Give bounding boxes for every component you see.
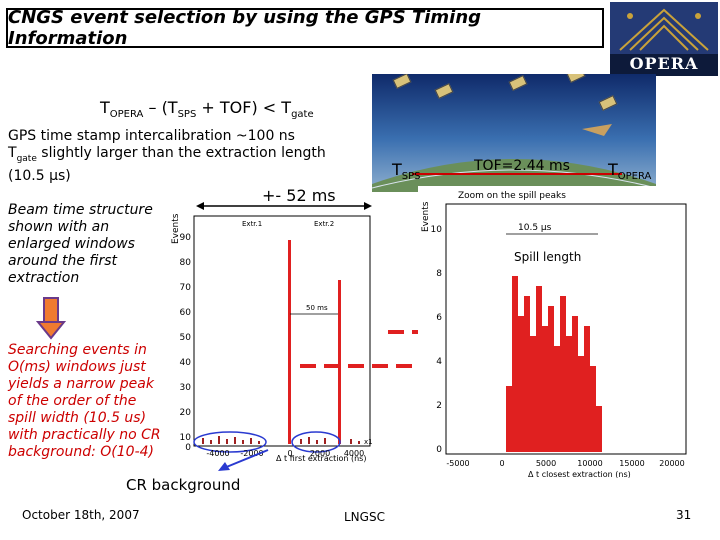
tsps-label: TSPS: [392, 160, 421, 183]
topera-label: TOPERA: [608, 160, 652, 183]
x-tick: -2000: [240, 449, 263, 458]
y-tick: 0: [436, 445, 442, 455]
x-tick: 10000: [577, 459, 602, 468]
x-tick: 15000: [619, 459, 644, 468]
extr2-label: Extr.2: [314, 220, 334, 228]
slide-title: CNGS event selection by using the GPS Ti…: [6, 7, 604, 49]
beam-path-graphic: [372, 74, 656, 192]
ms50-label: 50 ms: [306, 304, 328, 312]
logo-text: OPERA: [629, 54, 699, 73]
extraction-peak-bar: [338, 280, 341, 444]
x-tick: 20000: [659, 459, 684, 468]
spill-histogram: [506, 276, 602, 452]
x-tick: -4000: [206, 449, 229, 458]
beam-structure-text: Beam time structure shown with an enlarg…: [8, 202, 153, 286]
page-number: 31: [676, 508, 692, 522]
first-extraction-plot: Events 90 80 70 60 50 40 30 20 10 0 Extr…: [168, 210, 380, 463]
y-tick: 90: [180, 233, 192, 243]
y-tick: 0: [185, 443, 191, 453]
y-tick: 2: [436, 401, 442, 411]
annot-label: 10.5 μs: [518, 223, 552, 233]
left-yticks: 90 80 70 60 50 40 30 20 10 0: [180, 233, 192, 453]
x-tick: 0: [287, 449, 292, 458]
x-tick: 2000: [310, 449, 330, 458]
down-arrow-icon: [36, 297, 66, 340]
x-tick: 4000: [344, 449, 364, 458]
y-tick: 80: [180, 258, 192, 268]
spill-length-label: Spill length: [514, 250, 582, 264]
opera-logo: OPERA: [610, 2, 718, 76]
zoom-plot-title: Zoom on the spill peaks: [458, 191, 566, 201]
footer-date: October 18th, 2007: [22, 508, 140, 522]
search-description: Searching events in O(ms) windows just y…: [8, 342, 161, 460]
y-tick: 4: [436, 357, 442, 367]
y-tick: 10: [180, 433, 192, 443]
cr-arrow-icon: [218, 449, 269, 471]
right-ylabel: Events: [421, 201, 431, 232]
y-tick: 60: [180, 308, 192, 318]
window-label: +- 52 ms: [262, 186, 336, 205]
extraction-peak-bar: [288, 240, 291, 444]
x-tick: -5000: [446, 459, 469, 468]
left-xlabel: Δ t first extraction (ns): [276, 454, 367, 463]
x10-label: x10⁶: [364, 438, 372, 446]
cr-background-label: CR background: [126, 476, 241, 494]
y-tick: 40: [180, 358, 192, 368]
y-tick: 20: [180, 408, 192, 418]
x-tick: 0: [499, 459, 504, 468]
y-tick: 70: [180, 283, 192, 293]
footer-site: LNGSC: [344, 510, 385, 524]
y-tick: 8: [436, 269, 442, 279]
y-tick: 30: [180, 383, 192, 393]
extr1-label: Extr.1: [242, 220, 262, 228]
x-tick: 5000: [536, 459, 556, 468]
window-arrow-icon: [196, 202, 372, 210]
y-tick: 6: [436, 313, 442, 323]
right-xlabel: Δ t closest extraction (ns): [528, 470, 631, 478]
y-tick: 10: [431, 225, 443, 235]
y-tick: 50: [180, 333, 192, 343]
logo-graphic-icon: [610, 2, 718, 54]
zoom-plot: Zoom on the spill peaks Events 10 8 6 4 …: [418, 186, 690, 479]
tof-label: TOF=2.44 ms: [474, 158, 570, 174]
left-ylabel: Events: [171, 213, 181, 244]
timing-formula: TOPERA – (TSPS + TOF) < Tgate: [100, 98, 314, 121]
gps-description: GPS time stamp intercalibration ~100 ns …: [8, 128, 326, 184]
